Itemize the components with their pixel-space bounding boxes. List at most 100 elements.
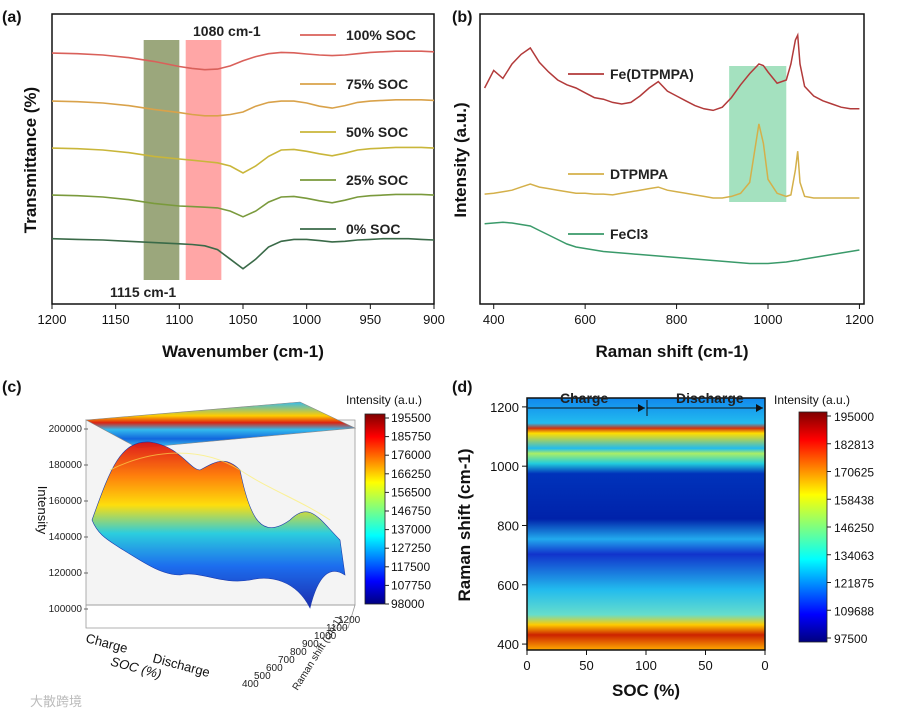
series-line-50soc xyxy=(51,146,435,174)
colorbar-tick-label-d: 97500 xyxy=(834,632,868,646)
colorbar-label-d: Intensity (a.u.) xyxy=(774,393,850,407)
x-tick-label-d: 0 xyxy=(523,658,530,673)
colorbar-tick-label-d: 170625 xyxy=(834,466,874,480)
colorbar-tick-label-d: 134063 xyxy=(834,549,874,563)
x-tick-label-d: 0 xyxy=(761,658,768,673)
plot-frame-b xyxy=(479,13,865,305)
colorbar-tick-label-c: 117500 xyxy=(391,560,430,574)
x-tick-label-b: 1200 xyxy=(845,312,874,327)
raman-tick-label-c: 600 xyxy=(266,663,283,674)
annotation-1115: 1115 cm-1 xyxy=(110,284,176,300)
x-tick-label-d: 100 xyxy=(635,658,657,673)
colorbar-tick-label-d: 182813 xyxy=(834,438,874,452)
phase-label-charge: Charge xyxy=(560,390,608,406)
colorbar-tick-label-d: 109688 xyxy=(834,604,874,618)
x-tick-label-a: 1100 xyxy=(165,312,193,327)
x-axis-title-b: Raman shift (cm-1) xyxy=(595,342,748,361)
colorbar-tick-label-c: 98000 xyxy=(391,597,425,611)
raman-tick-label-c: 700 xyxy=(278,655,295,666)
floor xyxy=(85,604,356,629)
annotation-1080: 1080 cm-1 xyxy=(193,23,261,39)
z-tick-label-c: 180000 xyxy=(49,460,83,471)
panel-label-c: (c) xyxy=(2,379,22,396)
legend-label-a: 75% SOC xyxy=(346,76,408,92)
x-tick-label-b: 600 xyxy=(574,312,596,327)
raman-tick-label-c: 400 xyxy=(242,679,259,690)
y-tick-label-d: 800 xyxy=(497,518,519,533)
x-tick-label-a: 1050 xyxy=(229,312,258,327)
band-1115 xyxy=(143,40,180,280)
y-axis-title-d: Raman shift (cm-1) xyxy=(455,448,474,601)
legend-label-b: DTPMPA xyxy=(610,166,668,182)
raman-tick-label-c: 500 xyxy=(254,671,271,682)
series-line-0soc xyxy=(51,237,435,270)
colorbar-d xyxy=(798,411,828,643)
series-line-dtpmpa xyxy=(484,123,860,199)
series-line-100soc xyxy=(51,50,435,71)
series-line-75soc xyxy=(51,99,435,117)
y-tick-label-d: 600 xyxy=(497,578,519,593)
x-tick-label-d: 50 xyxy=(579,658,593,673)
x-tick-label-b: 800 xyxy=(666,312,688,327)
colorbar-tick-label-c: 146750 xyxy=(391,504,431,518)
colorbar-c xyxy=(364,413,386,605)
colorbar-tick-label-c: 156500 xyxy=(391,485,431,499)
colorbar-tick-label-c: 127250 xyxy=(391,541,431,555)
y-axis-title-a: Transmittance (%) xyxy=(21,87,40,233)
legend-label-a: 50% SOC xyxy=(346,124,408,140)
panel-b: (b) 400 600 800 1000 1200 Fe(DTPMPA) DTPMPA Fe… xyxy=(451,9,874,361)
colorbar-tick-label-c: 107750 xyxy=(391,578,431,592)
raman-tick-label-c: 1000 xyxy=(314,631,337,642)
y-axis-title-b: Intensity (a.u.) xyxy=(451,102,470,217)
legend-label-b: FeCl3 xyxy=(610,226,648,242)
x-tick-label-d: 50 xyxy=(698,658,712,673)
x-axis-title-d: SOC (%) xyxy=(612,681,680,700)
top-projection xyxy=(84,401,357,449)
series-line-fecl3 xyxy=(484,221,860,265)
y-tick-label-d: 1200 xyxy=(490,400,519,415)
x-tick-label-a: 1200 xyxy=(38,312,67,327)
legend-label-a: 100% SOC xyxy=(346,27,416,43)
series-line-25soc xyxy=(51,193,435,218)
x-tick-label-a: 1150 xyxy=(102,312,130,327)
watermark: 大散跨境 xyxy=(30,694,82,709)
x-tick-label-a: 900 xyxy=(423,312,445,327)
colorbar-tick-label-d: 121875 xyxy=(834,577,874,591)
x-tick-label-b: 400 xyxy=(483,312,505,327)
colorbar-tick-label-c: 176000 xyxy=(391,448,431,462)
z-axis-title-c: Intensity xyxy=(35,486,50,535)
y-tick-label-d: 1000 xyxy=(490,459,519,474)
legend-label-a: 0% SOC xyxy=(346,221,400,237)
legend-label-a: 25% SOC xyxy=(346,172,408,188)
panel-c: (c) 200000 180000 160000 140000 120000 100000… xyxy=(2,379,431,693)
y-tick-label-d: 400 xyxy=(497,637,519,652)
panel-label-d: (d) xyxy=(452,379,472,396)
phase-label-discharge: Discharge xyxy=(676,390,744,406)
z-tick-label-c: 140000 xyxy=(49,532,83,543)
z-tick-label-c: 120000 xyxy=(49,568,83,579)
panel-label-a: (a) xyxy=(2,9,22,26)
z-tick-label-c: 100000 xyxy=(49,604,83,615)
colorbar-tick-label-c: 195500 xyxy=(391,411,431,425)
x-tick-label-a: 950 xyxy=(359,312,381,327)
series-line-fedtpmpa xyxy=(483,32,860,112)
colorbar-tick-label-d: 195000 xyxy=(834,410,874,424)
colorbar-tick-label-c: 166250 xyxy=(391,467,431,481)
plot-frame-a xyxy=(51,13,435,305)
z-tick-label-c: 200000 xyxy=(49,424,83,435)
legend-label-b: Fe(DTPMPA) xyxy=(610,66,694,82)
panel-label-b: (b) xyxy=(452,9,472,26)
raman-tick-label-c: 800 xyxy=(290,647,307,658)
heatmap-d xyxy=(527,398,765,650)
x-tick-label-a: 1000 xyxy=(292,312,321,327)
raman-tick-label-c: 1200 xyxy=(338,615,361,626)
x-axis-title-a: Wavenumber (cm-1) xyxy=(162,342,324,361)
3d-surface xyxy=(91,441,346,609)
colorbar-tick-label-d: 146250 xyxy=(834,521,874,535)
surface-highlight xyxy=(109,452,331,521)
panel-a: (a) 1200 1150 1100 1050 1000 950 900 100% SOC 7… xyxy=(2,9,445,361)
x-tick-label-b: 1000 xyxy=(754,312,783,327)
raman-tick-label-c: 1100 xyxy=(326,623,348,634)
